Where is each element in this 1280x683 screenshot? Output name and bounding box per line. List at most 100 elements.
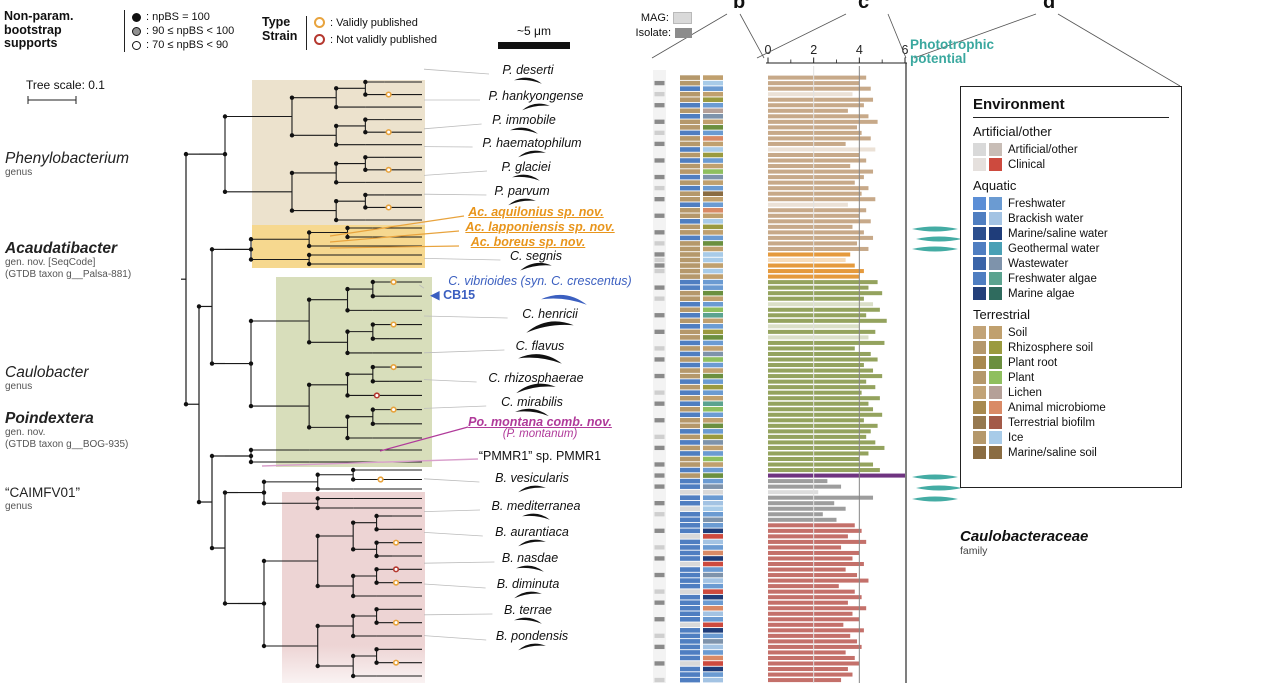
- env-type-swatch: [989, 401, 1002, 414]
- species-label: B. mediterranea: [491, 499, 581, 513]
- genus-name: “CAIMFV01”: [5, 485, 81, 500]
- env-legend-item: Wastewater: [973, 256, 1169, 271]
- species-label: B. terrae: [504, 603, 552, 617]
- species-label: C. rhizosphaerae: [488, 371, 584, 385]
- bootstrap-legend-items: : npBS = 100 : 90 ≤ npBS < 100: 70 ≤ npBS…: [132, 10, 234, 52]
- species-sublabel: (P. montanum): [502, 428, 578, 440]
- env-type-swatch: [989, 257, 1002, 270]
- env-category-swatch: [973, 371, 986, 384]
- species-label: Po. montana comb. nov.: [468, 415, 612, 429]
- bar-axis: 0 2 4 6: [765, 43, 909, 683]
- env-type-swatch: [989, 212, 1002, 225]
- genus-sublabel: gen. nov.: [5, 427, 46, 438]
- env-legend-item: Ice: [973, 430, 1169, 445]
- family-name: Caulobacteraceae: [960, 528, 1089, 545]
- env-category-swatch: [973, 227, 986, 240]
- env-item-label: Terrestrial biofilm: [1008, 416, 1095, 429]
- svg-text:6: 6: [902, 43, 909, 57]
- svg-text:0: 0: [765, 43, 772, 57]
- cb15-label: CB15: [443, 288, 476, 302]
- env-legend-item: Lichen: [973, 385, 1169, 400]
- env-legend-item: Artificial/other: [973, 142, 1169, 157]
- species-label: C. segnis: [509, 249, 563, 263]
- species-label: C. henricii: [522, 307, 578, 321]
- env-type-swatch: [989, 416, 1002, 429]
- genus-sublabel: (GTDB taxon g__Palsa-881): [5, 268, 132, 280]
- legend-divider: [306, 16, 307, 50]
- species-label: C. flavus: [515, 339, 565, 353]
- cell-silhouettes: [508, 77, 587, 651]
- bootstrap-legend-item: : 70 ≤ npBS < 90: [132, 38, 234, 52]
- genus-label: “CAIMFV01” genus: [5, 484, 249, 513]
- gray-circle-icon: [132, 26, 141, 36]
- env-item-label: Wastewater: [1008, 257, 1069, 270]
- env-type-swatch: [989, 242, 1002, 255]
- env-category-swatch: [973, 242, 986, 255]
- species-label: Ac. aquilonius sp. nov.: [468, 205, 604, 219]
- env-item-label: Freshwater: [1008, 197, 1066, 210]
- mag-isolate-row: MAG:: [598, 10, 692, 25]
- type-strain-legend-title: Type Strain: [262, 15, 298, 43]
- env-legend-item: Plant: [973, 370, 1169, 385]
- env-legend-item: Brackish water: [973, 211, 1169, 226]
- species-label: C. vibrioides (syn. C. crescentus): [448, 274, 632, 288]
- species-label: “PMMR1” sp. PMMR1: [478, 449, 602, 463]
- env-category-swatch: [973, 257, 986, 270]
- legend-divider: [124, 10, 125, 52]
- env-legend-item: Geothermal water: [973, 241, 1169, 256]
- env-type-swatch: [989, 158, 1002, 171]
- env-item-label: Marine/saline soil: [1008, 446, 1097, 459]
- env-section-header: Aquatic: [973, 178, 1017, 193]
- cell-scale-label: ~5 μm: [517, 24, 551, 38]
- type-strain-item-label: : Not validly published: [330, 33, 438, 46]
- env-legend-item: Freshwater: [973, 196, 1169, 211]
- genus-name: Poindextera: [5, 410, 94, 427]
- env-item-label: Marine/saline water: [1008, 227, 1108, 240]
- species-label: B. pondensis: [495, 629, 569, 643]
- genus-label: Caulobacter genus: [5, 364, 249, 393]
- env-category-swatch: [973, 143, 986, 156]
- env-category-swatch: [973, 446, 986, 459]
- env-category-swatch: [973, 326, 986, 339]
- env-category-swatch: [973, 386, 986, 399]
- env-item-label: Artificial/other: [1008, 143, 1078, 156]
- env-legend-item: Clinical: [973, 157, 1169, 172]
- data-matrix-rows: [653, 70, 905, 683]
- red-ring-icon: [314, 34, 325, 45]
- species-label: Ac. boreus sp. nov.: [470, 235, 586, 249]
- bootstrap-item-label: : 90 ≤ npBS < 100: [146, 25, 235, 37]
- type-strain-item-label: : Validly published: [330, 16, 418, 29]
- species-label: P. parvum: [494, 184, 550, 198]
- genus-name: Phenylobacterium: [5, 150, 130, 167]
- env-item-label: Freshwater algae: [1008, 272, 1097, 285]
- env-category-swatch: [973, 212, 986, 225]
- tree-scale-label: Tree scale: 0.1: [26, 78, 105, 92]
- env-item-label: Lichen: [1008, 386, 1042, 399]
- tip-connectors: [261, 68, 508, 641]
- arrow-left-icon: ◀: [430, 288, 440, 302]
- genus-label: Poindextera gen. nov. (GTDB taxon g__BOG-9…: [5, 410, 249, 450]
- env-legend-item: Rhizosphere soil: [973, 340, 1169, 355]
- env-type-swatch: [989, 446, 1002, 459]
- genus-sublabel: gen. nov. [SeqCode]: [5, 257, 96, 268]
- env-type-swatch: [989, 341, 1002, 354]
- mag-isolate-legend: MAG: Isolate:: [598, 10, 692, 40]
- species-label: P. deserti: [502, 63, 554, 77]
- family-rank: family: [960, 545, 988, 557]
- bootstrap-item-label: : npBS = 100: [146, 11, 210, 23]
- env-item-label: Clinical: [1008, 158, 1046, 171]
- env-legend-item: Marine/saline water: [973, 226, 1169, 241]
- species-label: P. haematophilum: [482, 136, 582, 150]
- type-strain-legend-item: : Validly published: [314, 14, 437, 31]
- mag-isolate-swatch: [675, 27, 692, 38]
- env-type-swatch: [989, 386, 1002, 399]
- env-section-header: Terrestrial: [973, 307, 1031, 322]
- type-strain-legend-items: : Validly published : Not validly publish…: [314, 14, 437, 48]
- env-item-label: Ice: [1008, 431, 1024, 444]
- env-type-swatch: [989, 326, 1002, 339]
- genus-label: Phenylobacterium genus: [5, 150, 249, 179]
- env-item-label: Plant: [1008, 371, 1035, 384]
- svg-text:4: 4: [856, 43, 863, 57]
